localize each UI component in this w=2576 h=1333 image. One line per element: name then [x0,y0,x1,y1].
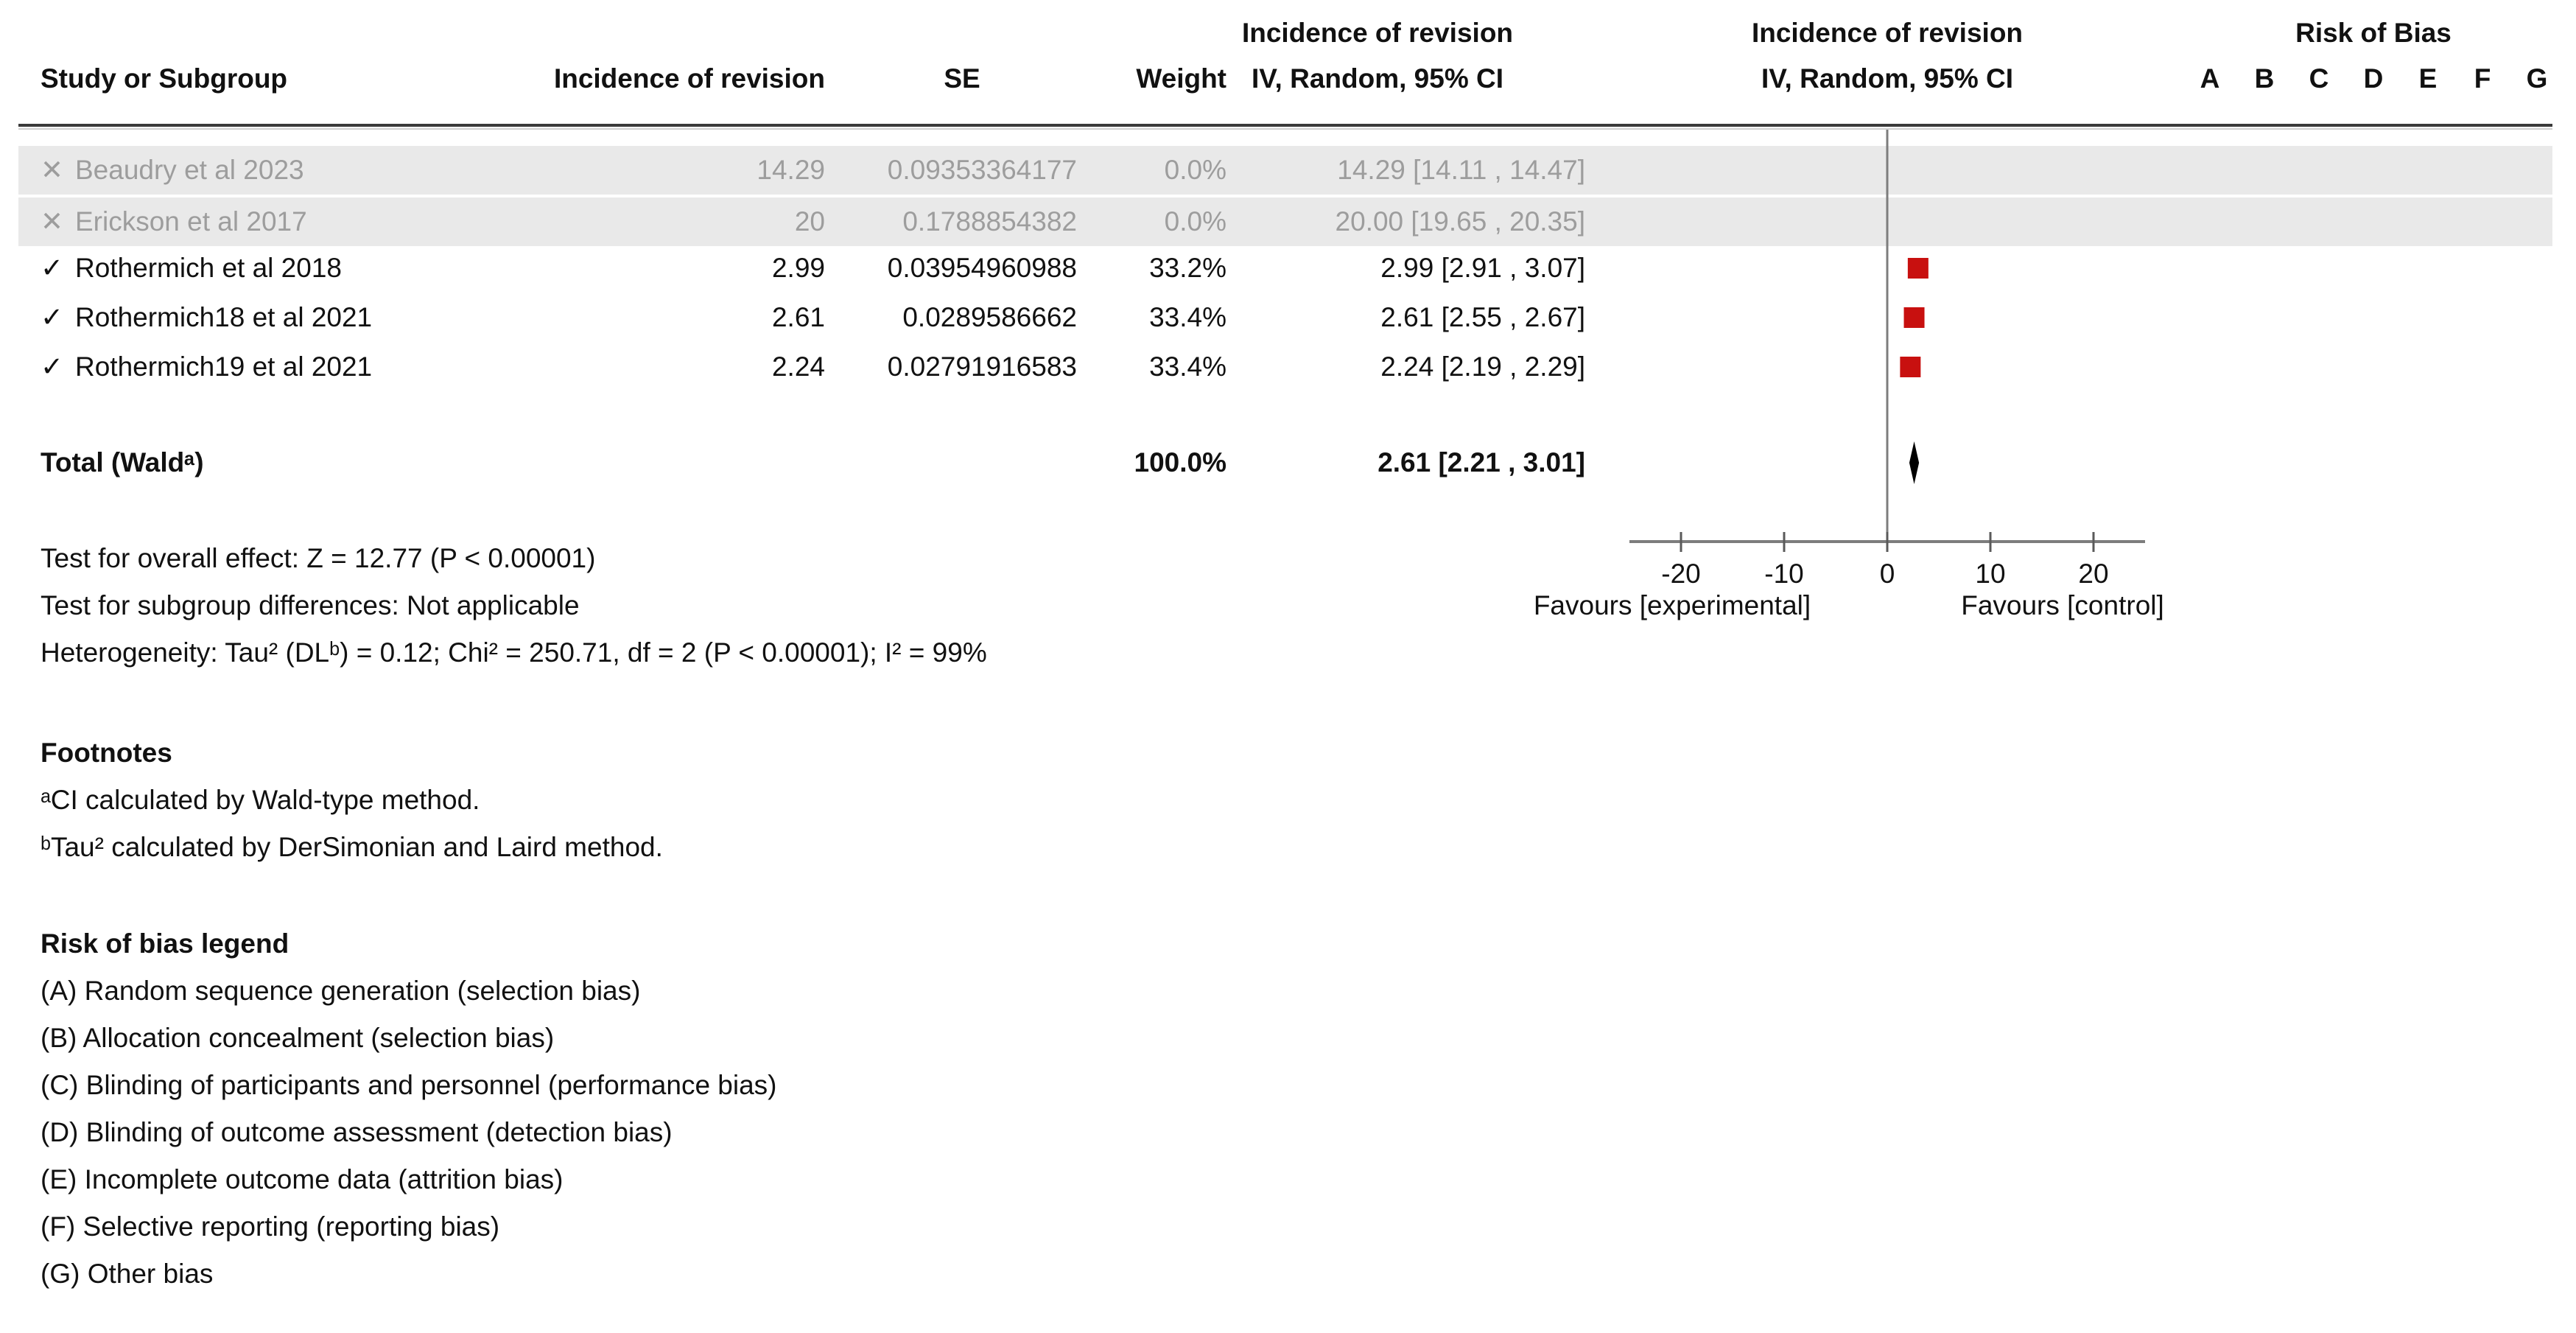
excluded-row-stripe [18,146,2552,195]
axis-tick [1783,532,1786,552]
total-diamond [1909,441,1920,484]
axis-tick [2092,532,2095,552]
rob-legend-item-f: (F) Selective reporting (reporting bias) [41,1211,500,1242]
ci-value: 2.99 [2.91 , 3.07] [1380,253,1585,283]
rob-legend-item-e: (E) Incomplete outcome data (attrition b… [41,1164,564,1194]
favours-left-label: Favours [experimental] [1533,590,1811,620]
weight-value: 0.0% [1164,206,1226,237]
total-label: Total (Waldᵃ) [41,447,204,477]
effect-estimate-square [1903,307,1925,328]
col-header-weight: Weight [1136,63,1226,94]
axis-tick-label: -10 [1764,559,1804,589]
axis-tick [1886,532,1889,552]
se-value: 0.03954960988 [887,253,1077,283]
rob-column-letter: C [2309,63,2329,94]
included-check-icon: ✓ [41,351,64,382]
se-value: 0.1788854382 [902,206,1077,237]
ci-value: 20.00 [19.65 , 20.35] [1335,206,1585,237]
axis-tick-label: 0 [1879,559,1895,589]
footnote-b: ᵇTau² calculated by DerSimonian and Lair… [41,832,663,862]
heterogeneity-stats: Heterogeneity: Tau² (DLᵇ) = 0.12; Chi² =… [41,637,987,668]
weight-value: 33.2% [1149,253,1226,283]
subgroup-differences-test: Test for subgroup differences: Not appli… [41,590,580,620]
study-name: Rothermich et al 2018 [75,253,342,283]
study-name: Erickson et al 2017 [75,206,307,237]
se-value: 0.02791916583 [887,351,1077,382]
col-header-study: Study or Subgroup [41,63,288,94]
effect-value: 2.99 [771,253,825,283]
se-value: 0.0289586662 [902,302,1077,332]
rob-header-title: Risk of Bias [2295,18,2452,48]
effect-value: 2.24 [771,351,825,382]
zero-line [1886,130,1889,542]
rob-legend-title: Risk of bias legend [41,928,289,959]
weight-value: 33.4% [1149,302,1226,332]
rob-legend-item-a: (A) Random sequence generation (selectio… [41,976,641,1006]
axis-tick-label: 20 [2078,559,2109,589]
header-rule [18,124,2552,127]
overall-effect-test: Test for overall effect: Z = 12.77 (P < … [41,543,596,573]
total-ci: 2.61 [2.21 , 3.01] [1378,447,1585,477]
rob-legend-item-b: (B) Allocation concealment (selection bi… [41,1023,555,1053]
favours-right-label: Favours [control] [1961,590,2164,620]
rob-column-letter: E [2418,63,2438,94]
ci-value: 2.61 [2.55 , 2.67] [1380,302,1585,332]
ci-value: 2.24 [2.19 , 2.29] [1380,351,1585,382]
included-check-icon: ✓ [41,253,64,283]
plot-header-line2: IV, Random, 95% CI [1761,63,2013,94]
rob-column-letter: G [2526,63,2548,94]
axis-tick-label: 10 [1975,559,2006,589]
effect-value: 20 [794,206,825,237]
total-weight: 100.0% [1134,447,1227,477]
rob-column-letter: A [2200,63,2220,94]
study-name: Rothermich18 et al 2021 [75,302,373,332]
col-header-ci-line2: IV, Random, 95% CI [1251,63,1503,94]
effect-estimate-square [1900,357,1921,377]
effect-value: 14.29 [757,155,825,185]
footnotes-title: Footnotes [41,738,172,768]
effect-estimate-square [1907,258,1929,279]
se-value: 0.09353364177 [887,155,1077,185]
col-header-ci-line1: Incidence of revision [1241,18,1514,48]
axis-tick [1989,532,1992,552]
footnote-a: ᵃCI calculated by Wald-type method. [41,785,480,815]
weight-value: 0.0% [1164,155,1226,185]
col-header-se: SE [944,63,980,94]
rob-legend-item-d: (D) Blinding of outcome assessment (dete… [41,1117,673,1147]
rob-legend-item-g: (G) Other bias [41,1259,214,1289]
axis-tick [1680,532,1682,552]
study-name: Rothermich19 et al 2021 [75,351,373,382]
rob-column-letter: B [2254,63,2275,94]
rob-legend-item-c: (C) Blinding of participants and personn… [41,1070,777,1100]
plot-header-line1: Incidence of revision [1751,18,2024,48]
ci-value: 14.29 [14.11 , 14.47] [1337,155,1585,185]
axis-tick-label: -20 [1661,559,1701,589]
rob-column-letter: F [2474,63,2491,94]
study-name: Beaudry et al 2023 [75,155,304,185]
excluded-x-icon: ✕ [41,206,64,237]
header-rule-shadow [18,128,2552,130]
effect-value: 2.61 [771,302,825,332]
col-header-effect: Incidence of revision [553,63,825,94]
rob-column-letter: D [2363,63,2384,94]
excluded-x-icon: ✕ [41,155,64,185]
excluded-row-stripe [18,197,2552,246]
included-check-icon: ✓ [41,302,64,332]
weight-value: 33.4% [1149,351,1226,382]
